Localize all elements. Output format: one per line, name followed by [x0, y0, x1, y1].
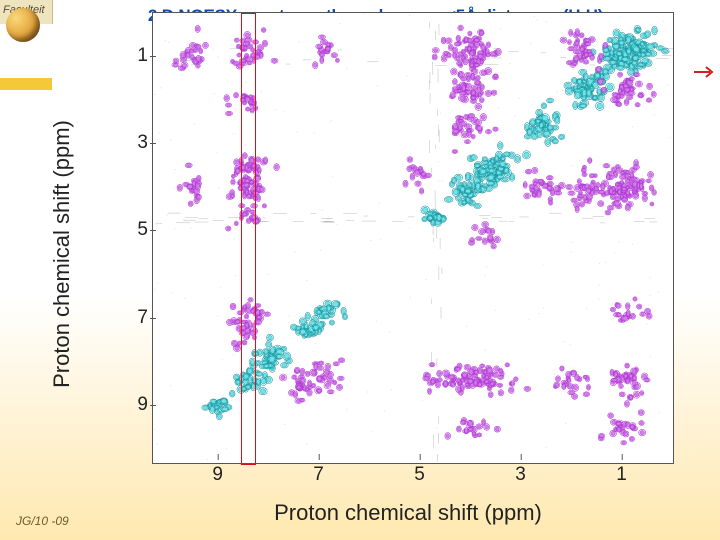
- plot-area: [152, 12, 674, 464]
- x-tick: 1: [616, 464, 627, 486]
- y-tick: 7: [126, 307, 148, 329]
- page-root: Faculteit 2 D NOESY spectrum: through-sp…: [0, 0, 720, 540]
- next-arrow-icon: [692, 64, 718, 80]
- y-tick: 5: [126, 219, 148, 241]
- x-tick: 7: [313, 464, 324, 486]
- y-tick: 3: [126, 132, 148, 154]
- y-axis-label: Proton chemical shift (ppm): [49, 120, 75, 388]
- chart-container: Proton chemical shift (ppm) Proton chemi…: [68, 4, 688, 524]
- x-tick: 9: [212, 464, 223, 486]
- y-tick: 9: [126, 394, 148, 416]
- x-tick: 5: [414, 464, 425, 486]
- x-tick: 3: [515, 464, 526, 486]
- footer-credit: JG/10 -09: [16, 514, 69, 528]
- noesy-svg: [153, 13, 673, 463]
- selection-rectangle: [241, 13, 256, 465]
- accent-bar: [0, 78, 52, 90]
- y-tick: 1: [126, 45, 148, 67]
- logo-orb: [6, 8, 40, 42]
- x-axis-label: Proton chemical shift (ppm): [274, 500, 542, 526]
